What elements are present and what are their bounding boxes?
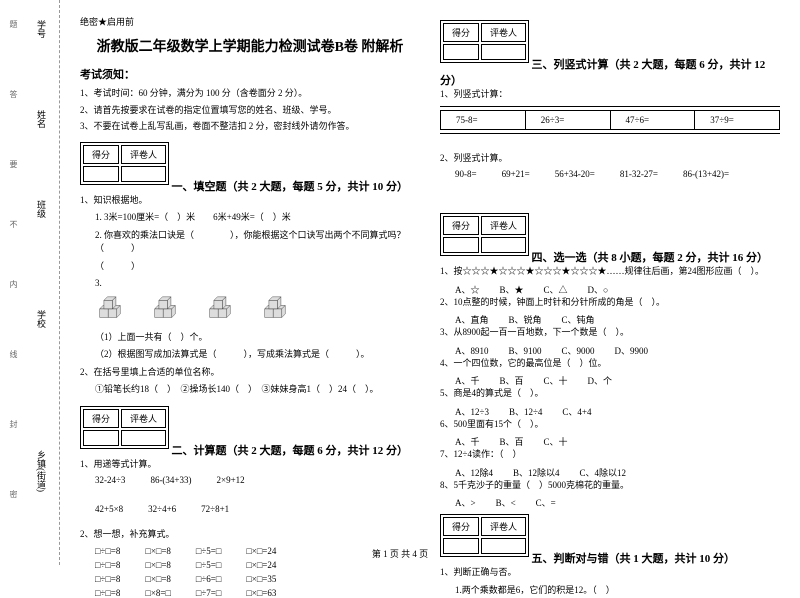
mc6-opts: A、千B、百C、十 xyxy=(440,435,780,448)
mark-da: 答 xyxy=(8,90,19,98)
score-box-2: 得分评卷人 xyxy=(80,406,169,449)
grader-label: 评卷人 xyxy=(481,23,526,42)
mc5-opts: A、12÷3B、12÷4C、4+4 xyxy=(440,405,780,418)
cube-icon xyxy=(205,296,240,326)
mark-nei: 内 xyxy=(8,280,19,288)
mark-ti: 题 xyxy=(8,20,19,28)
secret-label: 绝密★启用前 xyxy=(80,15,420,28)
q2-a: ①铅笔长约18（ ） ②操场长140（ ） ③妹妹身高1（ ）24（ ）。 xyxy=(80,383,420,397)
score-label: 得分 xyxy=(443,23,479,42)
label-xuehao[interactable]: 学号 xyxy=(35,20,48,38)
score-label: 得分 xyxy=(443,517,479,536)
mc3-stem: 3、从8900起一百一百地数，下一个数是（ ）。 xyxy=(440,326,780,340)
q4-stem: 2、想一想，补充算式。 xyxy=(80,528,420,542)
right-column: 得分评卷人 三、列竖式计算（共 2 大题，每题 6 分，共计 12 分） 1、列… xyxy=(440,15,780,550)
mc8-opts: A、>B、<C、= xyxy=(440,496,780,509)
calc-cell: 26÷3= xyxy=(526,111,611,129)
q6-items: 90-8=69+21=56+34-20=81-32-27=86-(13+42)= xyxy=(440,169,780,179)
mc1-stem: 1、按☆☆☆★☆☆☆★☆☆☆★☆☆☆★……规律往后画，第24图形应画（ ）。 xyxy=(440,265,780,279)
label-xiangzhen[interactable]: 乡镇(街道) xyxy=(35,450,48,492)
label-banji[interactable]: 班级 xyxy=(35,200,48,218)
mc2-stem: 2、10点整的时候，钟面上时针和分针所成的角是（ ）。 xyxy=(440,296,780,310)
calc-row-1: 32-24÷386-(34+33)2×9+12 xyxy=(80,475,420,485)
calc-cell: 47÷6= xyxy=(611,111,696,129)
q5-stem: 1、列竖式计算： xyxy=(440,88,780,102)
exam-title: 浙教版二年级数学上学期能力检测试卷B卷 附解析 xyxy=(80,36,420,56)
q6-stem: 2、列竖式计算。 xyxy=(440,152,780,166)
q1-d: （1）上面一共有（ ）个。 xyxy=(80,331,420,345)
q1-c: （ ） xyxy=(80,260,420,274)
section-2-title: 二、计算题（共 2 大题，每题 6 分，共计 12 分） xyxy=(172,445,409,457)
notice-3: 3、不要在试卷上乱写乱画，卷面不整洁扣 2 分，密封线外请勿作答。 xyxy=(80,120,420,133)
score-box-4: 得分评卷人 xyxy=(440,213,529,256)
q3-stem: 1、用递等式计算。 xyxy=(80,458,420,472)
grader-label: 评卷人 xyxy=(121,145,166,164)
q1-e: （2）根据图写成加法算式是（ ），写成乘法算式是（ ）。 xyxy=(80,348,420,362)
mc7-opts: A、12除4B、12除以4C、4除以12 xyxy=(440,466,780,479)
q1-a: 1. 3米=100厘米=（ ）米 6米+49米=（ ）米 xyxy=(80,211,420,225)
binding-margin: 学号 姓名 班级 学校 乡镇(街道) 题 答 要 不 内 线 封 密 xyxy=(0,0,60,565)
calc-cell: 37÷9= xyxy=(695,111,779,129)
score-box-3: 得分评卷人 xyxy=(440,20,529,63)
grader-label: 评卷人 xyxy=(121,409,166,428)
cube-figures xyxy=(95,296,420,326)
section-1-title: 一、填空题（共 2 大题，每题 5 分，共计 10 分） xyxy=(172,181,409,193)
mc6-stem: 6、500里面有15个（ ）。 xyxy=(440,418,780,432)
grader-label: 评卷人 xyxy=(481,216,526,235)
calc-row-2: 42+5×832÷4+672÷8+1 xyxy=(80,504,420,514)
q1-b: 2. 你喜欢的乘法口诀是（ ），你能根据这个口诀写出两个不同算式吗？（ ） xyxy=(80,229,420,256)
cube-icon xyxy=(95,296,130,326)
judge-stem: 1、判断正确与否。 xyxy=(440,566,780,580)
mark-xian: 线 xyxy=(8,350,19,358)
fill-row-4: □÷□=8□×8=□□÷7=□□×□=63 xyxy=(80,588,420,598)
mc4-stem: 4、一个四位数，它的最高位是（ ）位。 xyxy=(440,357,780,371)
mc2-opts: A、直角B、锐角C、钝角 xyxy=(440,313,780,326)
score-label: 得分 xyxy=(443,216,479,235)
q1-3: 3. xyxy=(80,277,420,291)
q2-stem: 2、在括号里填上合适的单位名称。 xyxy=(80,366,420,380)
grader-label: 评卷人 xyxy=(481,517,526,536)
calc-cell: 75-8= xyxy=(441,111,526,129)
score-box-1: 得分评卷人 xyxy=(80,142,169,185)
vertical-calc-table: 75-8= 26÷3= 47÷6= 37÷9= xyxy=(440,110,780,130)
cube-icon xyxy=(150,296,185,326)
mc5-stem: 5、商是4的算式是（ ）。 xyxy=(440,387,780,401)
section-4-title: 四、选一选（共 8 小题，每题 2 分，共计 16 分） xyxy=(532,252,769,264)
judge-a: 1.两个乘数都是6，它们的积是12。（ ） xyxy=(440,584,780,598)
label-xingming[interactable]: 姓名 xyxy=(35,110,48,128)
mc8-stem: 8、5千克沙子的重量（ ）5000克棉花的重量。 xyxy=(440,479,780,493)
q1-stem: 1、知识根据地。 xyxy=(80,194,420,208)
mc7-stem: 7、12÷4读作：（ ） xyxy=(440,448,780,462)
mc1-opts: A、☆B、★C、△D、○ xyxy=(440,283,780,296)
score-label: 得分 xyxy=(83,145,119,164)
mark-mi: 密 xyxy=(8,490,19,498)
notice-heading: 考试须知： xyxy=(80,66,420,82)
mark-bu: 不 xyxy=(8,220,19,228)
cube-icon xyxy=(260,296,295,326)
section-3-title: 三、列竖式计算（共 2 大题，每题 6 分，共计 12 分） xyxy=(440,59,765,87)
notice-1: 1、考试时间：60 分钟，满分为 100 分（含卷面分 2 分）。 xyxy=(80,87,420,100)
mark-feng: 封 xyxy=(8,420,19,428)
left-column: 绝密★启用前 浙教版二年级数学上学期能力检测试卷B卷 附解析 考试须知： 1、考… xyxy=(80,15,420,550)
label-xuexiao[interactable]: 学校 xyxy=(35,310,48,328)
mc3-opts: A、8910B、9100C、9000D、9900 xyxy=(440,344,780,357)
mark-yao: 要 xyxy=(8,160,19,168)
fill-row-3: □÷□=8□×□=8□÷6=□□×□=35 xyxy=(80,574,420,584)
score-label: 得分 xyxy=(83,409,119,428)
notice-2: 2、请首先按要求在试卷的指定位置填写您的姓名、班级、学号。 xyxy=(80,104,420,117)
page-footer: 第 1 页 共 4 页 xyxy=(0,547,800,560)
mc4-opts: A、千B、百C、十D、个 xyxy=(440,374,780,387)
